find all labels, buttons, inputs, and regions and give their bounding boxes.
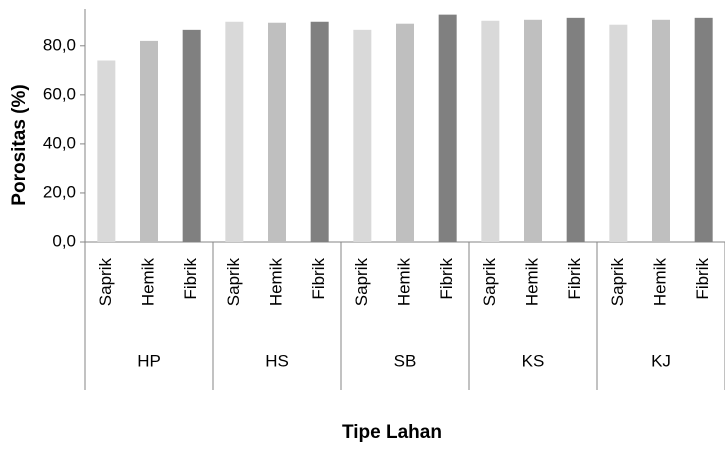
x-tick-label: Fibrik: [437, 258, 456, 300]
y-axis-label: Porositas (%): [9, 84, 30, 205]
group-label: SB: [394, 351, 417, 370]
x-tick-label: Hemik: [138, 258, 157, 307]
bar: [182, 29, 201, 243]
bar: [566, 17, 585, 243]
bar: [310, 21, 329, 242]
x-tick-label: Saprik: [224, 258, 243, 307]
group-label: HP: [137, 351, 161, 370]
x-tick-label: Fibrik: [565, 258, 584, 300]
x-tick-label: Fibrik: [309, 258, 328, 300]
bar: [268, 22, 286, 242]
bar: [396, 23, 414, 242]
y-tick-label: 0,0: [52, 231, 76, 250]
x-tick-label: Hemik: [522, 258, 541, 307]
x-tick-label: Saprik: [608, 258, 627, 307]
bar: [438, 14, 457, 242]
bar: [97, 60, 116, 242]
x-tick-label: Hemik: [650, 258, 669, 307]
x-tick-label: Saprik: [480, 258, 499, 307]
x-tick-label: Fibrik: [693, 258, 712, 300]
bar: [481, 20, 500, 243]
y-tick-label: 20,0: [43, 182, 76, 201]
bar: [225, 21, 244, 242]
y-tick-label: 40,0: [43, 133, 76, 152]
bar: [694, 17, 713, 243]
y-tick-label: 60,0: [43, 84, 76, 103]
y-tick-label: 80,0: [43, 35, 76, 54]
bar: [353, 29, 372, 243]
bar: [609, 24, 628, 243]
bar: [140, 40, 158, 242]
bar: [652, 19, 670, 242]
x-tick-label: Hemik: [266, 258, 285, 307]
group-label: KJ: [651, 351, 671, 370]
group-label: HS: [265, 351, 289, 370]
x-axis-label: Tipe Lahan: [342, 422, 442, 443]
x-tick-label: Fibrik: [181, 258, 200, 300]
x-tick-label: Hemik: [394, 258, 413, 307]
group-label: KS: [522, 351, 545, 370]
x-tick-label: Saprik: [352, 258, 371, 307]
x-tick-label: Saprik: [96, 258, 115, 307]
bar: [524, 19, 542, 242]
